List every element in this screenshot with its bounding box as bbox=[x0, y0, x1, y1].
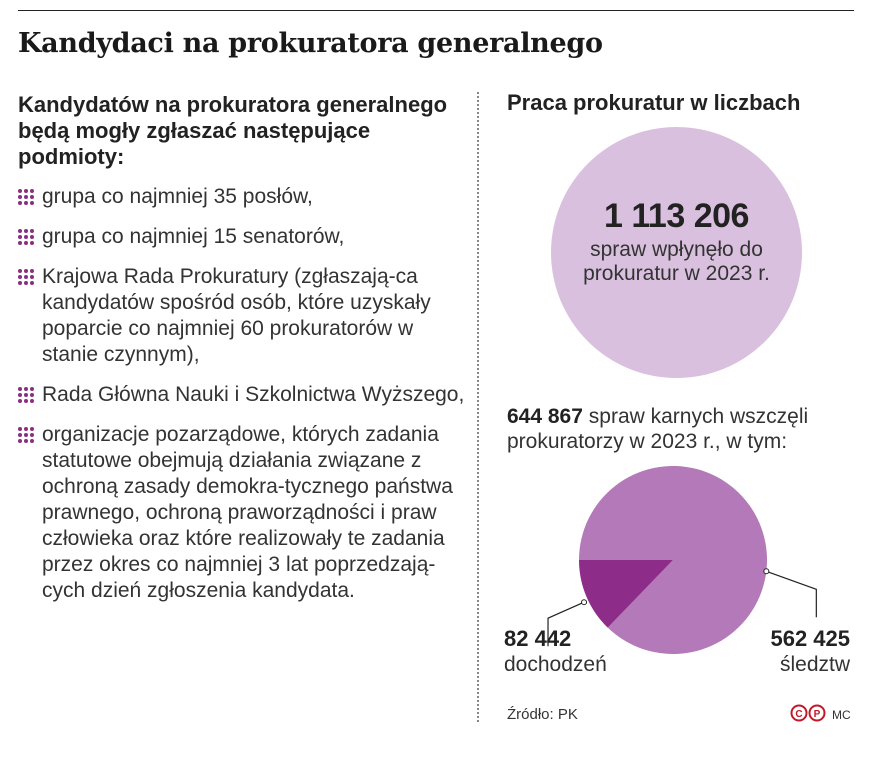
publisher-logo-icon: C P bbox=[790, 704, 826, 722]
list-item-text: Krajowa Rada Prokuratury (zgłaszają-ca k… bbox=[42, 265, 431, 366]
slice-label-investigations: 562 425 śledztw bbox=[770, 626, 850, 678]
entities-list: grupa co najmniej 35 posłów, grupa co na… bbox=[18, 184, 468, 604]
list-item: grupa co najmniej 35 posłów, bbox=[18, 184, 468, 210]
svg-text:P: P bbox=[814, 709, 821, 720]
list-item: Rada Główna Nauki i Szkolnictwa Wyższego… bbox=[18, 382, 468, 408]
leader-dot-inquiries bbox=[581, 599, 588, 606]
pie-slice-inquiries bbox=[579, 560, 673, 628]
criminal-cases-desc: spraw karnych wszczęli prokuratorzy w 20… bbox=[507, 405, 809, 453]
criminal-cases-text: 644 867 spraw karnych wszczęli prokurato… bbox=[507, 404, 852, 454]
slice-name-inquiries: dochodzeń bbox=[504, 653, 607, 676]
leader-dot-investigations bbox=[763, 568, 770, 575]
bullet-dots-icon bbox=[18, 269, 34, 285]
list-item: Krajowa Rada Prokuratury (zgłaszają-ca k… bbox=[18, 264, 468, 368]
slice-value-inquiries: 82 442 bbox=[504, 626, 572, 651]
list-item: organizacje pozarządowe, których zadania… bbox=[18, 422, 468, 604]
criminal-cases-value: 644 867 bbox=[507, 405, 583, 428]
slice-value-investigations: 562 425 bbox=[770, 626, 850, 651]
leader-line-inquiries bbox=[547, 601, 585, 647]
bullet-dots-icon bbox=[18, 229, 34, 245]
stats-heading: Praca prokuratur w liczbach bbox=[507, 90, 801, 115]
page-title: Kandydaci na prokuratora generalnego bbox=[18, 28, 603, 59]
bullet-dots-icon bbox=[18, 427, 34, 443]
bullet-dots-icon bbox=[18, 387, 34, 403]
author-initials: MC bbox=[832, 708, 851, 722]
leader-line-investigations bbox=[766, 570, 817, 618]
section-heading: Kandydatów na prokuratora generalnego bę… bbox=[18, 92, 448, 169]
list-item-text: organizacje pozarządowe, których zadania… bbox=[42, 423, 453, 602]
eligible-entities-section: Kandydatów na prokuratora generalnego bę… bbox=[18, 92, 468, 618]
list-item: grupa co najmniej 15 senatorów, bbox=[18, 224, 468, 250]
source-note: Źródło: PK bbox=[507, 706, 578, 723]
list-item-text: grupa co najmniej 35 posłów, bbox=[42, 185, 313, 208]
top-rule bbox=[18, 10, 854, 11]
column-divider bbox=[477, 92, 479, 722]
list-item-text: grupa co najmniej 15 senatorów, bbox=[42, 225, 345, 248]
cases-received-text: spraw wpłynęło do prokuratur w 2023 r. bbox=[583, 238, 770, 285]
cases-pie-chart bbox=[547, 466, 817, 654]
list-item-text: Rada Główna Nauki i Szkolnictwa Wyższego… bbox=[42, 383, 465, 406]
slice-label-inquiries: 82 442 dochodzeń bbox=[504, 626, 607, 678]
cases-received-bubble: 1 113 206 spraw wpłynęło do prokuratur w… bbox=[551, 127, 802, 378]
bullet-dots-icon bbox=[18, 189, 34, 205]
cases-received-value: 1 113 206 bbox=[604, 197, 749, 235]
slice-name-investigations: śledztw bbox=[779, 653, 850, 676]
svg-text:C: C bbox=[795, 709, 802, 720]
